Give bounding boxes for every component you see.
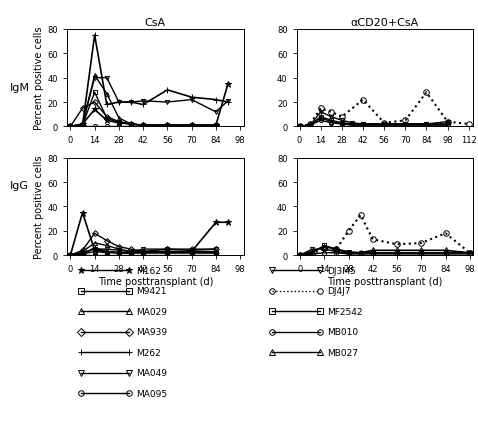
Text: M162: M162: [136, 266, 161, 275]
Text: M9421: M9421: [136, 286, 167, 296]
Text: DJ4J7: DJ4J7: [327, 286, 351, 296]
Title: αCD20+CsA: αCD20+CsA: [351, 18, 419, 28]
X-axis label: Time posttransplant (d): Time posttransplant (d): [98, 276, 213, 286]
Text: DJ3M5: DJ3M5: [327, 266, 356, 275]
Text: M262: M262: [136, 348, 161, 357]
Text: MA095: MA095: [136, 389, 167, 398]
Title: CsA: CsA: [145, 18, 166, 28]
X-axis label: Time posttransplant (d): Time posttransplant (d): [327, 276, 443, 286]
Text: MF2542: MF2542: [327, 307, 363, 316]
Text: MA939: MA939: [136, 327, 167, 337]
Y-axis label: Percent positive cells: Percent positive cells: [34, 27, 44, 130]
Text: MB010: MB010: [327, 327, 358, 337]
Text: MB027: MB027: [327, 348, 358, 357]
Text: IgG: IgG: [10, 180, 29, 190]
Text: MA049: MA049: [136, 368, 167, 377]
Text: IgM: IgM: [10, 82, 30, 92]
Y-axis label: Percent positive cells: Percent positive cells: [34, 155, 44, 259]
Text: MA029: MA029: [136, 307, 167, 316]
